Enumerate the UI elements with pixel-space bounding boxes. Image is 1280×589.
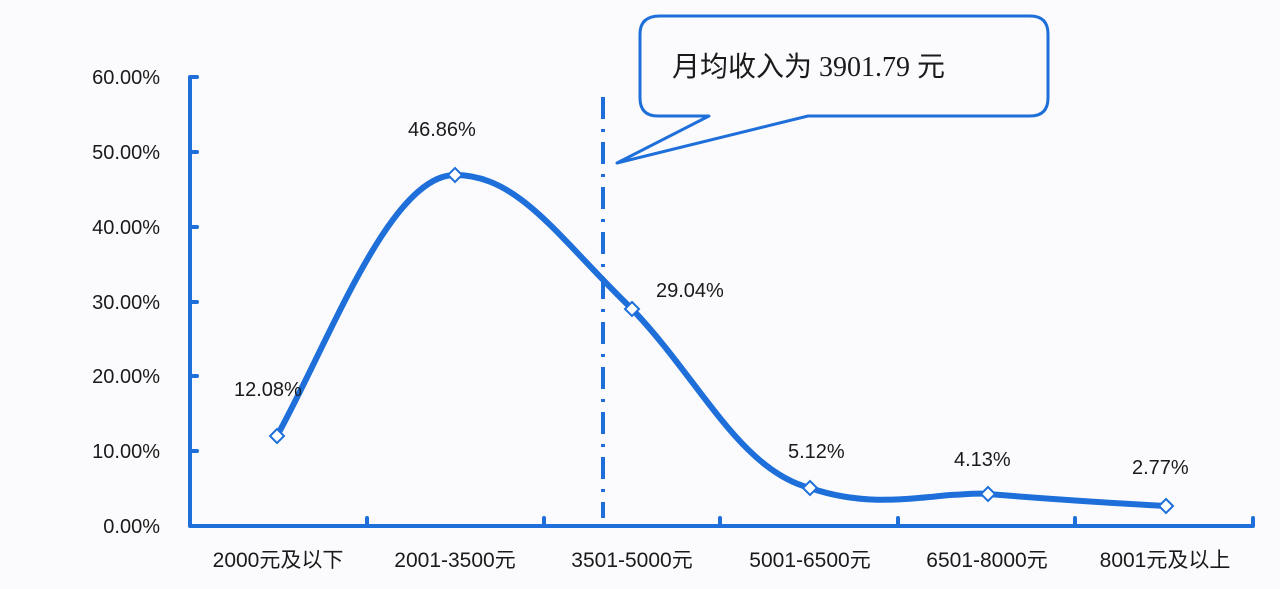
- data-point-markers: [268, 166, 1175, 515]
- x-category-label: 8001元及以上: [1099, 549, 1231, 572]
- y-tick-label: 20.00%: [92, 366, 160, 388]
- marker-diamond-icon: [623, 300, 641, 318]
- x-category-label: 5001-6500元: [749, 549, 871, 572]
- y-tick-label: 10.00%: [92, 441, 160, 463]
- x-category-label: 2000元及以下: [212, 549, 344, 572]
- income-distribution-line: [274, 171, 1169, 509]
- marker-diamond-icon: [801, 479, 819, 497]
- callout-bubble: [615, 14, 1050, 165]
- y-tick-label: 60.00%: [92, 67, 160, 89]
- x-category-label: 2001-3500元: [394, 549, 516, 572]
- marker-diamond-icon: [979, 485, 997, 503]
- callout-text: 月均收入为 3901.79 元: [672, 52, 946, 83]
- x-ticks: [365, 516, 1077, 528]
- data-label: 12.08%: [234, 379, 302, 401]
- marker-diamond-icon: [446, 166, 464, 184]
- data-label: 29.04%: [656, 280, 724, 302]
- y-axis: [188, 75, 1255, 528]
- marker-diamond-icon: [268, 427, 286, 445]
- y-ticks: [188, 150, 199, 453]
- y-tick-label: 40.00%: [92, 217, 160, 239]
- data-label: 2.77%: [1132, 457, 1189, 479]
- axes: [188, 75, 1255, 528]
- data-label: 46.86%: [408, 119, 476, 141]
- marker-diamond-icon: [1157, 497, 1175, 515]
- y-tick-label: 0.00%: [103, 516, 160, 538]
- x-category-label: 6501-8000元: [926, 549, 1048, 572]
- x-category-label: 3501-5000元: [571, 549, 693, 572]
- y-tick-label: 50.00%: [92, 142, 160, 164]
- data-label: 4.13%: [954, 449, 1011, 471]
- y-tick-label: 30.00%: [92, 292, 160, 314]
- data-label: 5.12%: [788, 441, 845, 463]
